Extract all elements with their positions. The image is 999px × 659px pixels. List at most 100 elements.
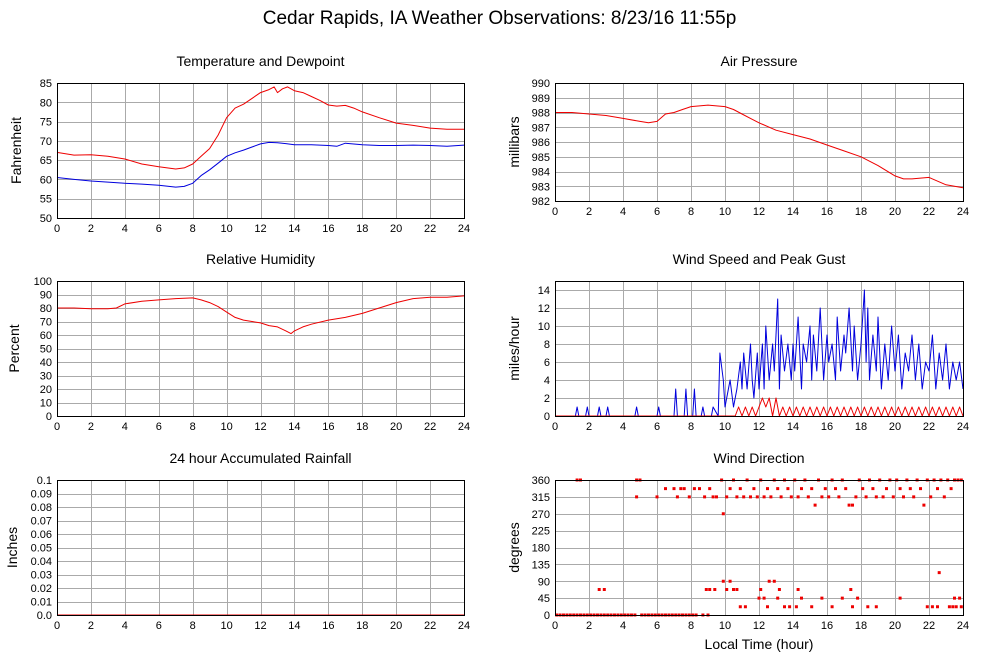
x-tick-label: 0 — [54, 421, 60, 433]
data-point — [827, 495, 831, 499]
x-tick-label: 6 — [654, 421, 660, 433]
x-tick-label: 2 — [88, 421, 94, 433]
x-tick-label: 14 — [787, 620, 799, 632]
y-tick-label: 0 — [544, 411, 550, 423]
x-tick-label: 6 — [156, 620, 162, 632]
x-tick-label: 18 — [356, 223, 368, 235]
data-point — [708, 588, 712, 591]
data-point — [735, 588, 739, 591]
data-point — [854, 495, 858, 499]
data-point — [936, 487, 939, 491]
data-point — [881, 495, 885, 499]
y-axis-label: miles/hour — [506, 316, 522, 381]
x-tick-label: 0 — [552, 620, 558, 632]
data-point — [757, 596, 761, 600]
data-point — [597, 588, 601, 591]
chart-dir: 0 2 4 6 8 10 12 14 16 18 20 22 240459013518022527031… — [506, 450, 969, 652]
data-point — [840, 596, 844, 600]
data-point — [749, 495, 752, 499]
x-tick-label: 2 — [586, 206, 592, 218]
y-tick-label: 70 — [40, 317, 52, 329]
x-tick-label: 2 — [586, 421, 592, 433]
chart-temp: 0 2 4 6 8 10 12 14 16 18 20 22 245055606570758085Tem… — [8, 53, 470, 235]
y-tick-label: 6 — [544, 357, 550, 369]
y-tick-label: 75 — [40, 117, 52, 129]
x-tick-label: 4 — [620, 206, 626, 218]
data-point — [874, 495, 878, 499]
data-point — [912, 495, 916, 499]
chart-rain: 0 2 4 6 8 10 12 14 16 18 20 22 240.00.010.020.030.04… — [4, 450, 470, 632]
data-point — [772, 579, 776, 583]
x-tick-label: 2 — [586, 620, 592, 632]
page-title: Cedar Rapids, IA Weather Observations: 8… — [262, 8, 737, 29]
x-tick-label: 24 — [458, 620, 470, 632]
data-point — [687, 495, 691, 499]
data-point — [721, 512, 725, 516]
data-point — [738, 605, 742, 609]
data-point — [732, 588, 735, 591]
x-tick-label: 0 — [552, 206, 558, 218]
x-tick-label: 6 — [156, 421, 162, 433]
data-point — [849, 588, 853, 591]
x-axis-label: Local Time (hour) — [705, 636, 814, 652]
y-tick-label: 0.07 — [31, 516, 52, 528]
y-tick-label: 0.05 — [31, 543, 52, 555]
chart-title: 24 hour Accumulated Rainfall — [169, 450, 351, 466]
data-point — [864, 495, 868, 499]
data-point — [635, 495, 639, 499]
y-tick-label: 10 — [538, 321, 550, 333]
x-tick-label: 14 — [288, 223, 300, 235]
y-tick-label: 982 — [532, 196, 550, 208]
y-tick-label: 315 — [532, 492, 550, 504]
plot-frame — [555, 281, 964, 417]
y-tick-label: 45 — [538, 593, 550, 605]
data-point — [810, 487, 814, 491]
y-tick-label: 270 — [532, 509, 550, 521]
y-axis-label: Inches — [4, 527, 20, 568]
y-tick-label: 90 — [40, 290, 52, 302]
data-point — [942, 495, 946, 499]
y-tick-label: 50 — [40, 344, 52, 356]
data-point — [682, 487, 686, 491]
x-tick-label: 0 — [54, 620, 60, 632]
x-tick-label: 24 — [957, 206, 969, 218]
chart-title: Wind Speed and Peak Gust — [673, 251, 846, 267]
x-tick-label: 16 — [322, 620, 334, 632]
data-point — [898, 487, 902, 491]
plot-frame — [555, 83, 964, 202]
y-axis-label: millibars — [506, 116, 522, 167]
y-tick-label: 50 — [40, 213, 52, 225]
y-tick-label: 180 — [532, 543, 550, 555]
data-point — [788, 605, 792, 609]
x-tick-label: 14 — [787, 421, 799, 433]
chart-pres: 0 2 4 6 8 10 12 14 16 18 20 22 249829839849859869879… — [506, 53, 969, 218]
data-point — [806, 495, 810, 499]
data-point — [796, 588, 800, 591]
y-tick-label: 984 — [532, 167, 550, 179]
data-point — [767, 579, 771, 583]
data-point — [794, 605, 798, 609]
data-point — [929, 495, 933, 499]
data-point — [762, 495, 766, 499]
x-tick-label: 22 — [923, 620, 935, 632]
plot-frame — [57, 480, 465, 616]
y-tick-label: 0.01 — [31, 597, 52, 609]
chart-title: Relative Humidity — [206, 251, 315, 267]
data-point — [902, 495, 905, 499]
y-tick-label: 225 — [532, 526, 550, 538]
y-tick-label: 80 — [40, 303, 52, 315]
data-point — [777, 588, 781, 591]
data-point — [725, 495, 729, 499]
data-point — [703, 495, 707, 499]
series-line-0 — [56, 86, 464, 170]
x-tick-label: 18 — [855, 620, 867, 632]
data-point — [752, 487, 756, 491]
data-point — [796, 495, 800, 499]
x-tick-label: 18 — [356, 421, 368, 433]
data-point — [861, 487, 865, 491]
x-tick-label: 8 — [190, 421, 196, 433]
data-point — [711, 495, 715, 499]
x-tick-label: 18 — [356, 620, 368, 632]
x-tick-label: 4 — [620, 620, 626, 632]
data-point — [810, 605, 814, 609]
